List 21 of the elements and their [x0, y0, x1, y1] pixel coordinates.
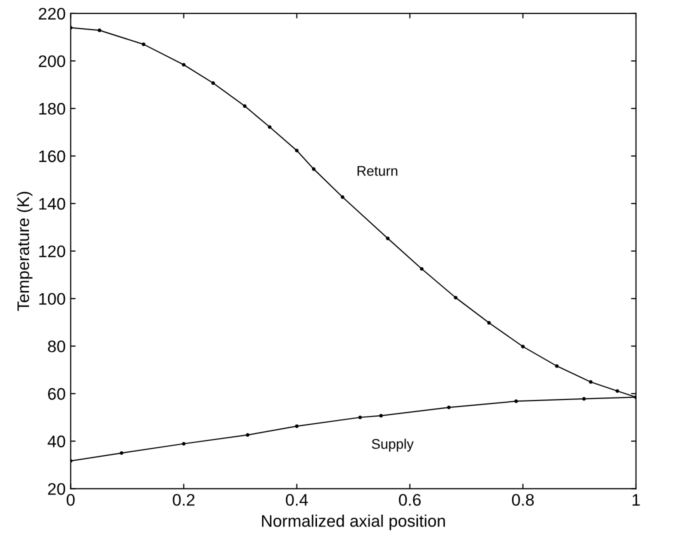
y-tick-label: 200 — [38, 55, 66, 68]
x-tick-label: 0.4 — [286, 494, 308, 506]
y-tick-label: 80 — [48, 340, 66, 352]
y-tick-label: 160 — [39, 150, 66, 162]
series-label: Supply — [372, 438, 414, 452]
y-tick-label: 40 — [48, 436, 66, 448]
x-tick-label: 0 — [66, 494, 75, 506]
series-label: Return — [358, 166, 398, 176]
y-tick-label: 20 — [48, 483, 66, 495]
x-tick-label: 0.2 — [172, 494, 194, 506]
y-tick-label: 100 — [39, 292, 66, 305]
y-tick-label: 120 — [39, 245, 66, 258]
y-tick-label: 140 — [39, 198, 66, 210]
x-tick-label: 0.8 — [512, 494, 534, 506]
x-tick-label: 0.6 — [398, 494, 421, 506]
x-tick-label: 1 — [632, 494, 640, 506]
y-axis-title: Temperature (K) — [16, 192, 32, 311]
x-axis-title: Normalized axial position — [262, 514, 445, 530]
y-tick-label: 220 — [38, 8, 66, 20]
y-tick-label: 60 — [48, 388, 66, 400]
y-tick-label: 180 — [39, 102, 66, 115]
